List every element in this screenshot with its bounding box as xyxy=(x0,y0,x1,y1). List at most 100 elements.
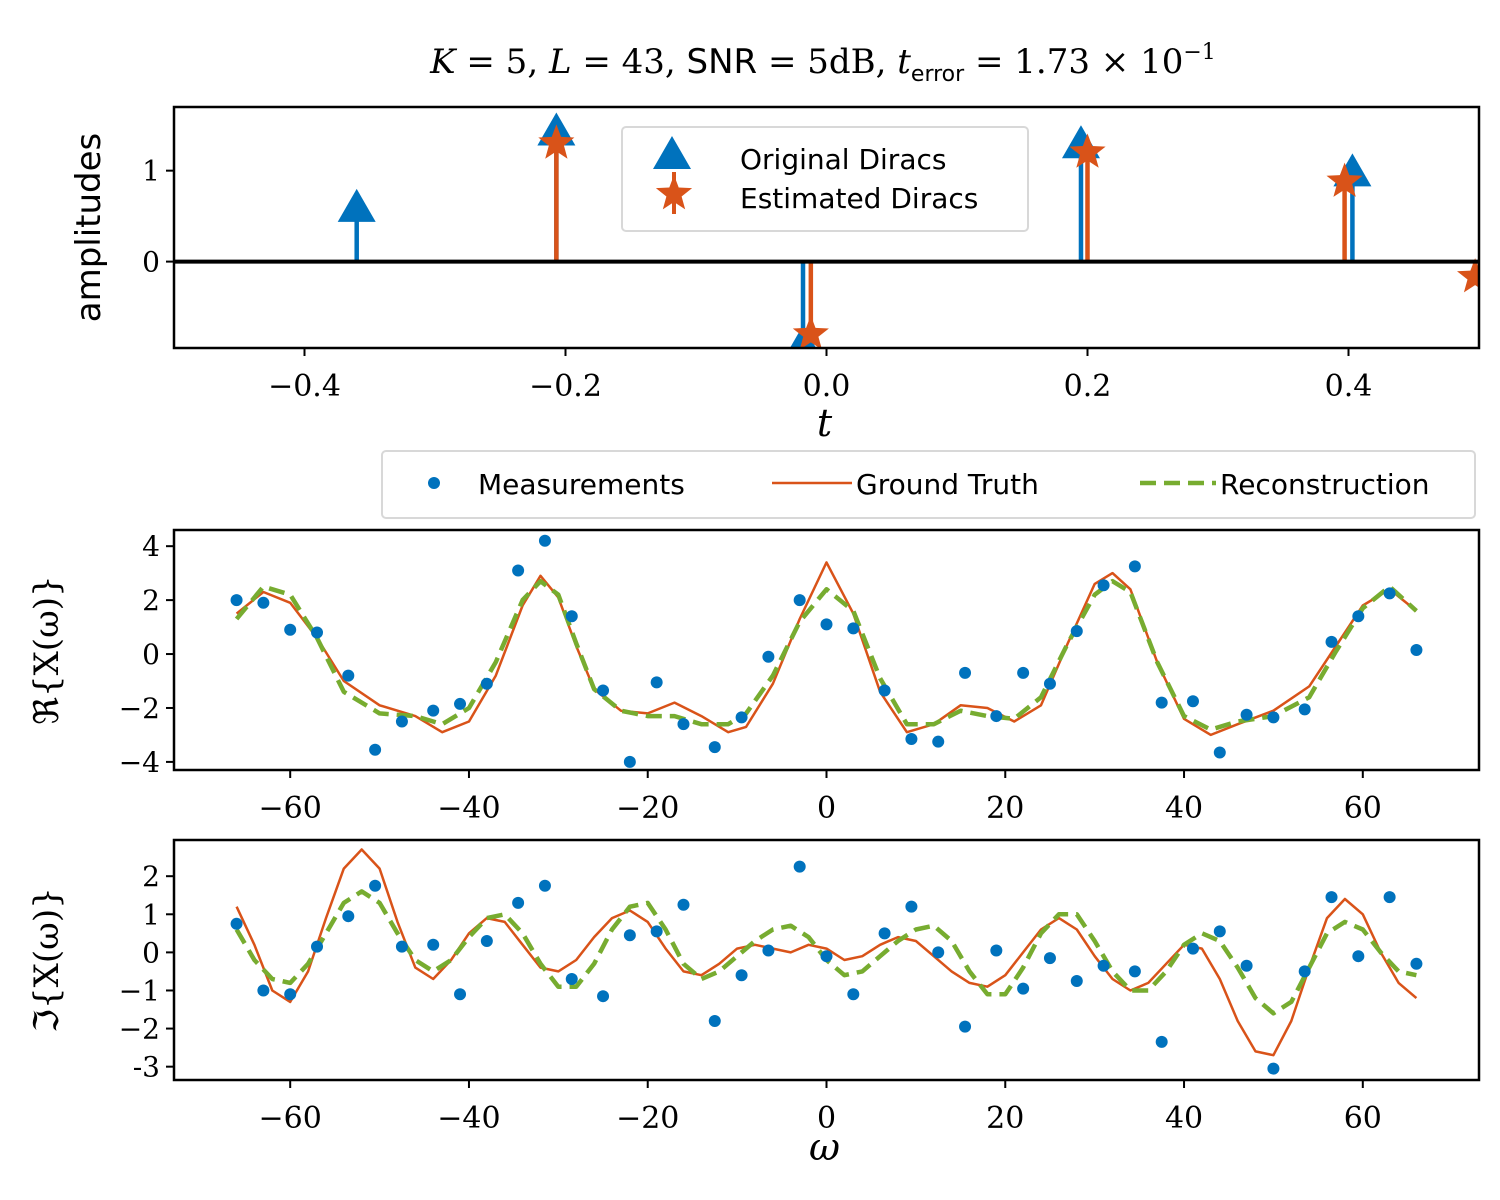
x-tick-label: −40 xyxy=(437,1101,500,1136)
dirac-legend: Original Diracs Estimated Diracs xyxy=(621,126,1029,232)
y-tick-label: 0 xyxy=(142,638,160,671)
measurement-point xyxy=(1213,925,1226,938)
measurement-point xyxy=(1383,587,1396,600)
x-tick-label: 0.0 xyxy=(803,369,851,404)
x-tick-label: −60 xyxy=(259,1101,322,1136)
measurement-point xyxy=(1298,965,1311,978)
ground-truth-line xyxy=(235,848,1418,1057)
measurement-point xyxy=(311,626,324,639)
x-tick-label: 0.2 xyxy=(1064,369,1112,404)
signal-legend: Measurements Ground Truth Reconstruction xyxy=(381,450,1476,519)
measurement-point xyxy=(1070,625,1083,638)
measurement-point xyxy=(1043,952,1056,965)
measurement-point xyxy=(847,988,860,1001)
x-tick-label: −0.2 xyxy=(529,369,602,404)
plot-area xyxy=(230,534,1423,768)
measurement-point xyxy=(1240,959,1253,972)
measurement-point xyxy=(1267,1062,1280,1075)
measurement-point xyxy=(257,984,270,997)
measurement-point xyxy=(793,594,806,607)
measurement-point xyxy=(735,711,748,724)
y-tick-label: 2 xyxy=(142,584,160,617)
measurement-point xyxy=(708,1014,721,1027)
measurement-point xyxy=(597,990,610,1003)
legend-point-icon xyxy=(428,477,440,489)
x-tick-label: −20 xyxy=(616,791,679,826)
measurement-point xyxy=(932,946,945,959)
x-tick-label: 60 xyxy=(1344,791,1382,826)
measurement-point xyxy=(597,684,610,697)
measurement-point xyxy=(230,917,243,930)
measurement-point xyxy=(1128,560,1141,573)
measurement-point xyxy=(820,618,833,631)
measurement-point xyxy=(1155,696,1168,709)
measurement-point xyxy=(311,940,324,953)
y-tick-label: 4 xyxy=(142,530,160,563)
measurement-point xyxy=(369,743,382,756)
measurement-point xyxy=(1240,708,1253,721)
measurement-point xyxy=(565,973,578,986)
x-tick-label: 20 xyxy=(986,1101,1024,1136)
legend-entry-estimated: Estimated Diracs xyxy=(740,182,978,215)
measurement-point xyxy=(342,669,355,682)
measurement-point xyxy=(427,938,440,951)
measurement-point xyxy=(257,596,270,609)
measurement-point xyxy=(623,755,636,768)
measurement-point xyxy=(230,594,243,607)
measurement-point xyxy=(480,677,493,690)
measurement-point xyxy=(677,718,690,731)
measurement-point xyxy=(1043,677,1056,690)
estimated-dirac-marker xyxy=(792,315,829,348)
measurement-point xyxy=(1410,644,1423,656)
measurement-point xyxy=(677,898,690,911)
measurement-point xyxy=(1017,982,1030,995)
x-tick-label: −60 xyxy=(259,791,322,826)
measurement-point xyxy=(565,610,578,623)
y-tick-label: −4 xyxy=(119,746,160,779)
y-tick-label: 0 xyxy=(142,246,160,279)
measurement-point xyxy=(454,697,467,710)
estimated-dirac-marker xyxy=(1069,133,1106,168)
measurement-point xyxy=(1070,974,1083,987)
x-tick-label: 60 xyxy=(1344,1101,1382,1136)
measurement-point xyxy=(1352,950,1365,963)
x-tick-label: 0 xyxy=(817,791,836,826)
legend-entry-ground-truth: Ground Truth xyxy=(856,468,1039,501)
chart-title: K = 5, L = 43, SNR = 5dB, terror = 1.73 … xyxy=(429,40,1216,87)
measurement-point xyxy=(1186,942,1199,955)
y-tick-label: -3 xyxy=(133,1051,160,1084)
measurement-point xyxy=(538,879,551,892)
measurement-point xyxy=(793,860,806,873)
legend-entry-measurements: Measurements xyxy=(478,468,685,501)
y-tick-label: 2 xyxy=(142,860,160,893)
legend-entry-original: Original Diracs xyxy=(740,143,946,176)
measurement-point xyxy=(1325,891,1338,904)
estimated-dirac-marker xyxy=(538,124,575,159)
measurement-point xyxy=(1097,959,1110,972)
ground-truth-line xyxy=(235,561,1418,737)
measurement-point xyxy=(820,950,833,963)
measurement-point xyxy=(1325,635,1338,648)
x-tick-label: 0 xyxy=(817,1101,836,1136)
measurement-point xyxy=(395,715,408,728)
x-tick-label: 0.4 xyxy=(1325,369,1373,404)
measurement-point xyxy=(1155,1035,1168,1048)
y-axis-label: ℜ{X(ω)} xyxy=(27,575,67,724)
measurement-point xyxy=(878,684,891,697)
imag-panel: −60 −40 −20 0 20 40 60 -3 −2 −1 0 1 2 ℑ{X(ω)} ω xyxy=(27,838,1481,1169)
x-tick-label: 40 xyxy=(1165,791,1203,826)
x-tick-label: −0.4 xyxy=(268,369,341,404)
y-axis-label: amplitudes xyxy=(69,133,109,323)
measurement-point xyxy=(395,940,408,953)
measurement-point xyxy=(990,710,1003,723)
legend-box xyxy=(621,126,1029,232)
estimated-dirac-marker xyxy=(1326,162,1363,197)
measurement-point xyxy=(538,534,551,547)
plot-area xyxy=(174,112,1479,348)
axes-frame xyxy=(172,838,1481,1082)
axes-frame xyxy=(172,528,1481,772)
measurement-point xyxy=(1186,695,1199,708)
measurement-point xyxy=(990,944,1003,957)
legend-entry-reconstruction: Reconstruction xyxy=(1220,468,1430,501)
measurement-point xyxy=(1017,666,1030,679)
